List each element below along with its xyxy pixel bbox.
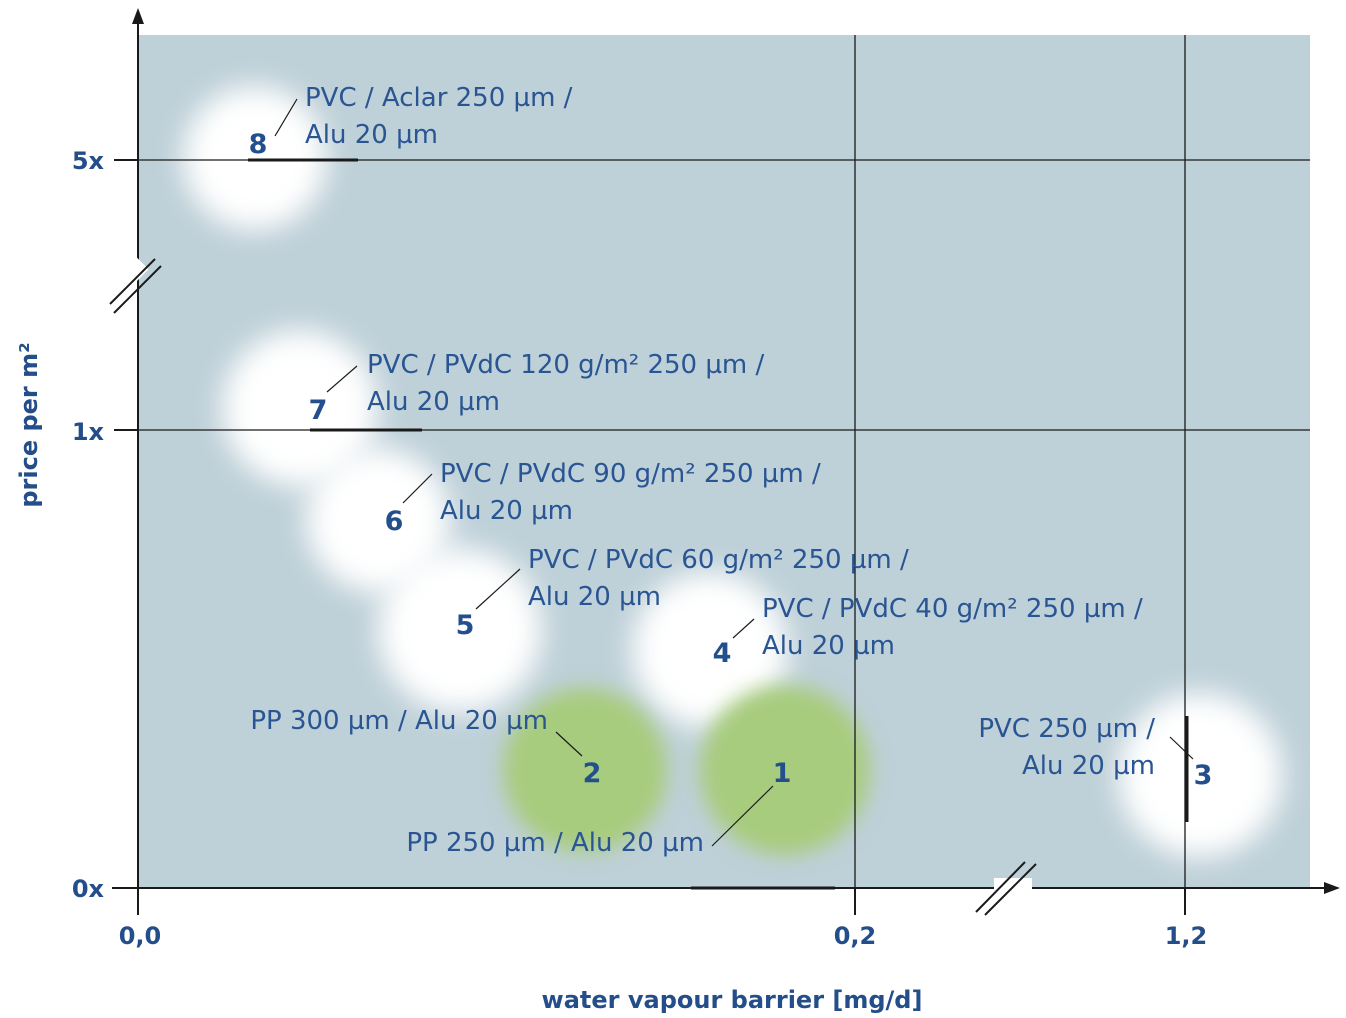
point-label-line: PVC / PVdC 40 g/m² 250 µm / — [762, 594, 1143, 624]
x-tick-label-1-2: 1,2 — [1165, 922, 1208, 950]
x-axis-arrow-icon — [1324, 882, 1340, 894]
bubble-7 — [222, 330, 378, 486]
point-label-line: PVC 250 µm / — [978, 714, 1155, 744]
leader-line-6 — [402, 473, 433, 504]
point-label-line: Alu 20 µm — [440, 496, 573, 526]
x-tick-label-0-2: 0,2 — [834, 922, 877, 950]
point-number-4: 4 — [713, 638, 732, 669]
leader-line-7 — [326, 365, 358, 393]
tick-labels: 5x 1x 0x 0,0 0,2 1,2 — [72, 147, 1207, 950]
point-number-3: 3 — [1194, 760, 1213, 791]
point-number-2: 2 — [583, 758, 602, 789]
point-label-line: Alu 20 µm — [367, 387, 500, 417]
y-tick-label-0x: 0x — [72, 875, 105, 903]
y-tick-label-1x: 1x — [72, 418, 105, 446]
bubble-1 — [700, 685, 870, 855]
point-label-line: Alu 20 µm — [528, 582, 661, 612]
point-number-5: 5 — [456, 610, 475, 641]
bubble-8 — [183, 86, 327, 230]
y-tick-label-5x: 5x — [72, 147, 105, 175]
axes — [106, 8, 1340, 916]
leader-line-2 — [555, 731, 583, 757]
point-number-8: 8 — [249, 129, 268, 160]
point-label-6: PVC / PVdC 90 g/m² 250 µm / Alu 20 µm — [440, 459, 821, 526]
point-number-6: 6 — [385, 506, 404, 537]
point-label-1: PP 250 µm / Alu 20 µm — [406, 828, 704, 858]
point-number-7: 7 — [309, 395, 328, 426]
point-label-7: PVC / PVdC 120 g/m² 250 µm / Alu 20 µm — [367, 350, 764, 417]
bubble-layer — [183, 86, 1282, 857]
leader-line-3 — [1169, 736, 1194, 760]
point-label-5: PVC / PVdC 60 g/m² 250 µm / Alu 20 µm — [528, 545, 909, 612]
point-label-3: PVC 250 µm / Alu 20 µm — [978, 714, 1155, 781]
point-label-line: PP 250 µm / Alu 20 µm — [406, 828, 704, 858]
bubble-6 — [306, 448, 450, 592]
point-number-1: 1 — [773, 758, 792, 789]
point-label-line: PVC / PVdC 90 g/m² 250 µm / — [440, 459, 821, 489]
point-label-line: Alu 20 µm — [1022, 751, 1155, 781]
point-label-8: PVC / Aclar 250 µm / Alu 20 µm — [305, 83, 573, 150]
y-axis-break-icon — [106, 255, 162, 314]
point-label-2: PP 300 µm / Alu 20 µm — [250, 706, 548, 736]
point-label-line: PVC / PVdC 120 g/m² 250 µm / — [367, 350, 764, 380]
leader-line-8 — [274, 98, 298, 137]
leader-line-1 — [711, 785, 774, 847]
leader-line-4 — [732, 618, 755, 639]
bubble-4 — [632, 572, 788, 728]
bubble-2 — [503, 688, 667, 852]
point-label-line: Alu 20 µm — [305, 120, 438, 150]
x-tick-label-0-0: 0,0 — [119, 922, 162, 950]
point-label-4: PVC / PVdC 40 g/m² 250 µm / Alu 20 µm — [762, 594, 1143, 661]
point-label-line: Alu 20 µm — [762, 631, 895, 661]
leader-line-5 — [475, 568, 521, 610]
x-axis-break-icon — [975, 861, 1037, 916]
point-label-line: PP 300 µm / Alu 20 µm — [250, 706, 548, 736]
point-label-line: PVC / Aclar 250 µm / — [305, 83, 573, 113]
x-axis-title: water vapour barrier [mg/d] — [542, 986, 923, 1014]
point-label-line: PVC / PVdC 60 g/m² 250 µm / — [528, 545, 909, 575]
y-axis-title: price per m² — [15, 342, 43, 507]
bubble-3 — [1118, 693, 1282, 857]
label-layer: 1 PP 250 µm / Alu 20 µm 2 PP 300 µm / Alu 2… — [249, 83, 1213, 858]
bubble-5 — [378, 548, 542, 712]
y-axis-arrow-icon — [132, 8, 144, 24]
